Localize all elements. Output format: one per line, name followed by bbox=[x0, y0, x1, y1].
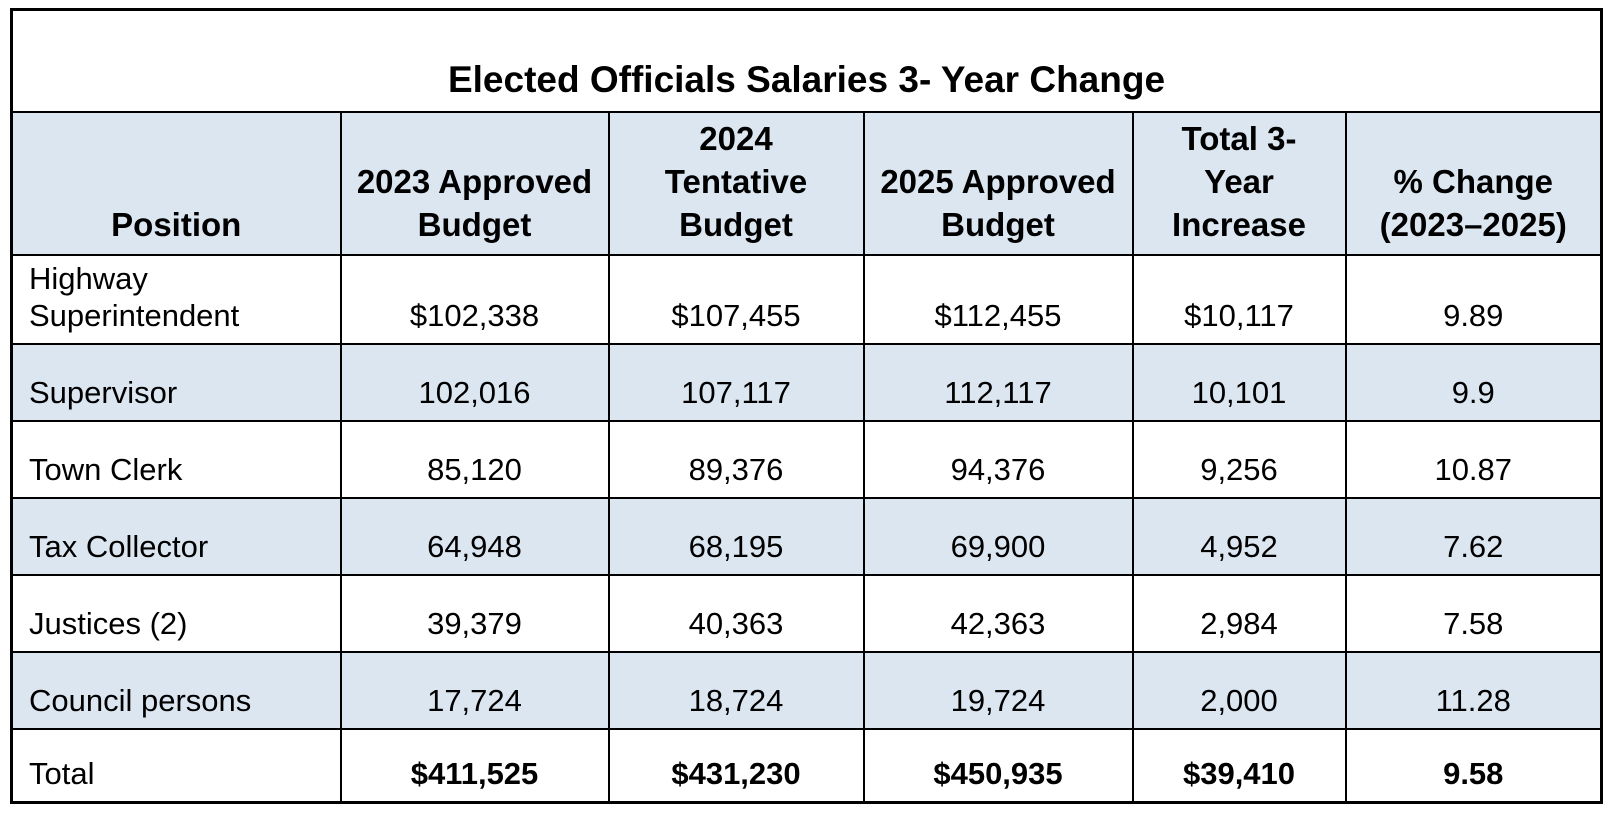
value-cell-increase: 2,984 bbox=[1131, 573, 1347, 653]
value-cell-increase: $10,117 bbox=[1131, 253, 1347, 345]
value-cell-2025: $112,455 bbox=[862, 253, 1134, 345]
value-cell-2024: 68,195 bbox=[607, 496, 865, 576]
value-cell-increase: 4,952 bbox=[1131, 496, 1347, 576]
value-cell-2024: 107,117 bbox=[607, 342, 865, 422]
value-cell-2024: 89,376 bbox=[607, 419, 865, 499]
table-row-tax-collector: Tax Collector 64,948 68,195 69,900 4,952… bbox=[10, 496, 1603, 576]
value-cell-2025: 69,900 bbox=[862, 496, 1134, 576]
value-cell-percent: 9.9 bbox=[1344, 342, 1603, 422]
value-cell-2024: $431,230 bbox=[607, 727, 865, 804]
table-title: Elected Officials Salaries 3- Year Chang… bbox=[10, 8, 1603, 113]
position-cell: Town Clerk bbox=[10, 419, 342, 499]
value-cell-percent: 10.87 bbox=[1344, 419, 1603, 499]
value-cell-2024: $107,455 bbox=[607, 253, 865, 345]
position-cell: Total bbox=[10, 727, 342, 804]
value-cell-percent: 9.58 bbox=[1344, 727, 1603, 804]
position-cell: Council persons bbox=[10, 650, 342, 730]
position-cell: Highway Superintendent bbox=[10, 253, 342, 345]
column-header-2025-budget: 2025 Approved Budget bbox=[862, 110, 1134, 256]
value-cell-percent: 7.58 bbox=[1344, 573, 1603, 653]
table-row-town-clerk: Town Clerk 85,120 89,376 94,376 9,256 10… bbox=[10, 419, 1603, 499]
table-row-supervisor: Supervisor 102,016 107,117 112,117 10,10… bbox=[10, 342, 1603, 422]
value-cell-2025: 94,376 bbox=[862, 419, 1134, 499]
value-cell-2023: 64,948 bbox=[339, 496, 610, 576]
table-row-justices: Justices (2) 39,379 40,363 42,363 2,984 … bbox=[10, 573, 1603, 653]
value-cell-2025: 42,363 bbox=[862, 573, 1134, 653]
value-cell-increase: 9,256 bbox=[1131, 419, 1347, 499]
value-cell-increase: 2,000 bbox=[1131, 650, 1347, 730]
value-cell-2024: 40,363 bbox=[607, 573, 865, 653]
column-header-2023-budget: 2023 Approved Budget bbox=[339, 110, 610, 256]
table-row-council-persons: Council persons 17,724 18,724 19,724 2,0… bbox=[10, 650, 1603, 730]
column-header-2024-budget: 2024 Tentative Budget bbox=[607, 110, 865, 256]
column-header-position: Position bbox=[10, 110, 342, 256]
value-cell-percent: 11.28 bbox=[1344, 650, 1603, 730]
table-row-highway-superintendent: Highway Superintendent $102,338 $107,455… bbox=[10, 253, 1603, 345]
column-header-total-increase: Total 3- Year Increase bbox=[1131, 110, 1347, 256]
position-cell: Justices (2) bbox=[10, 573, 342, 653]
value-cell-2023: 17,724 bbox=[339, 650, 610, 730]
value-cell-increase: 10,101 bbox=[1131, 342, 1347, 422]
value-cell-percent: 9.89 bbox=[1344, 253, 1603, 345]
value-cell-2025: $450,935 bbox=[862, 727, 1134, 804]
column-header-percent-change: % Change (2023–2025) bbox=[1344, 110, 1603, 256]
value-cell-2023: 102,016 bbox=[339, 342, 610, 422]
value-cell-2023: $102,338 bbox=[339, 253, 610, 345]
value-cell-2023: $411,525 bbox=[339, 727, 610, 804]
value-cell-2024: 18,724 bbox=[607, 650, 865, 730]
position-cell: Tax Collector bbox=[10, 496, 342, 576]
value-cell-2023: 85,120 bbox=[339, 419, 610, 499]
value-cell-2025: 19,724 bbox=[862, 650, 1134, 730]
value-cell-2023: 39,379 bbox=[339, 573, 610, 653]
table-row-total: Total $411,525 $431,230 $450,935 $39,410… bbox=[10, 727, 1603, 804]
header-row: Position 2023 Approved Budget 2024 Tenta… bbox=[10, 110, 1603, 256]
salaries-table: Elected Officials Salaries 3- Year Chang… bbox=[10, 8, 1603, 804]
value-cell-percent: 7.62 bbox=[1344, 496, 1603, 576]
position-cell: Supervisor bbox=[10, 342, 342, 422]
title-row: Elected Officials Salaries 3- Year Chang… bbox=[10, 8, 1603, 113]
value-cell-increase: $39,410 bbox=[1131, 727, 1347, 804]
value-cell-2025: 112,117 bbox=[862, 342, 1134, 422]
